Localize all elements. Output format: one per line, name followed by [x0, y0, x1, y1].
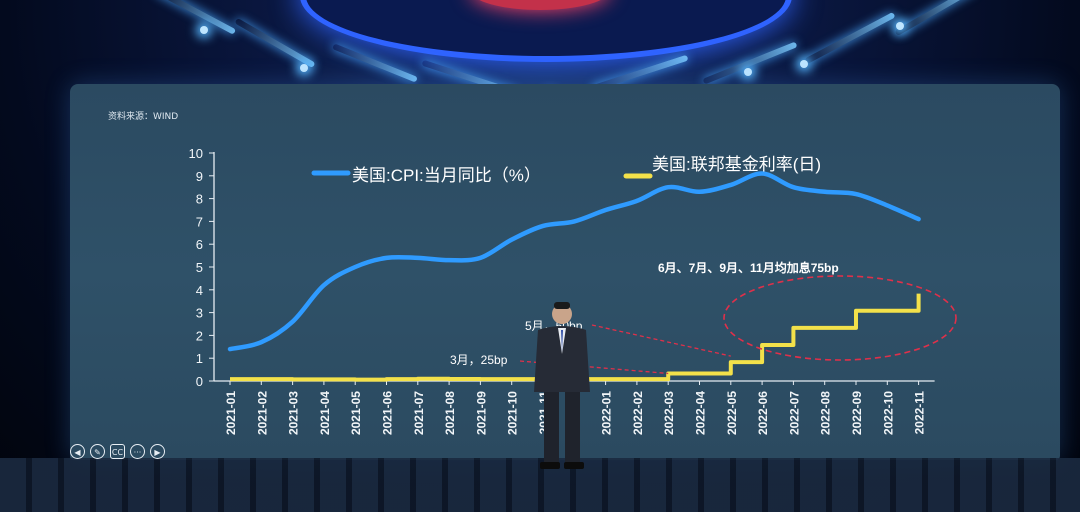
legend-label-cpi: 美国:CPI:当月同比（%） — [352, 166, 541, 185]
x-tick-label: 2022-08 — [819, 391, 833, 435]
source-note: 资料来源：WIND — [108, 112, 179, 122]
previous-slide-button[interactable]: ◀ — [70, 444, 85, 459]
pen-tool-button[interactable]: ✎ — [90, 444, 105, 459]
x-tick-label: 2021-04 — [318, 391, 332, 435]
x-tick-label: 2022-09 — [850, 391, 864, 435]
x-tick-label: 2022-06 — [756, 391, 770, 435]
x-tick-label: 2022-10 — [881, 391, 895, 435]
x-tick-label: 2022-01 — [600, 391, 614, 435]
x-tick-label: 2021-07 — [412, 391, 426, 435]
captions-button[interactable]: CC — [110, 444, 125, 459]
stage-light — [800, 60, 808, 68]
annotation-75bp: 6月、7月、9月、11月均加息75bp — [658, 260, 839, 275]
stage-light — [744, 68, 752, 76]
x-tick-label: 2022-03 — [662, 391, 676, 435]
y-tick-label: 7 — [196, 214, 203, 229]
x-tick-label: 2021-10 — [506, 391, 520, 435]
cpi-series-line — [227, 171, 921, 352]
annotation-may-leader — [591, 324, 731, 357]
x-tick-label: 2022-07 — [787, 391, 801, 435]
x-tick-label: 2021-02 — [255, 391, 269, 435]
stage-light — [300, 64, 308, 72]
y-tick-label: 9 — [196, 169, 203, 184]
stage-light — [200, 26, 208, 34]
stage-light — [896, 22, 904, 30]
y-tick-label: 5 — [196, 260, 203, 275]
y-tick-label: 3 — [196, 306, 203, 321]
x-tick-label: 2022-04 — [694, 391, 708, 435]
annotation-march: 3月，25bp — [450, 353, 508, 367]
y-tick-label: 10 — [189, 146, 203, 161]
x-tick-label: 2021-03 — [287, 391, 301, 435]
y-tick-label: 0 — [196, 374, 203, 389]
x-tick-label: 2021-01 — [224, 391, 238, 435]
next-slide-button[interactable]: ▶ — [150, 444, 165, 459]
y-tick-label: 6 — [196, 237, 203, 252]
x-tick-label: 2021-05 — [349, 391, 363, 435]
x-tick-label: 2022-02 — [631, 391, 645, 435]
presenter-figure — [534, 302, 590, 469]
x-tick-label: 2022-11 — [913, 391, 927, 435]
x-tick-label: 2021-09 — [474, 391, 488, 435]
annotation-75bp-highlight — [723, 275, 957, 361]
legend-label-fed-funds: 美国:联邦基金利率(日) — [652, 155, 821, 174]
x-tick-label: 2022-05 — [725, 391, 739, 435]
x-tick-label: 2021-06 — [381, 391, 395, 435]
y-tick-label: 2 — [196, 328, 203, 343]
more-options-button[interactable]: ··· — [130, 444, 145, 459]
y-tick-label: 4 — [196, 283, 203, 298]
y-tick-label: 8 — [196, 192, 203, 207]
y-tick-label: 1 — [196, 351, 203, 366]
stage-arch-core — [470, 0, 610, 10]
presentation-controls: ◀ ✎ CC ··· ▶ — [70, 444, 165, 459]
x-tick-label: 2021-08 — [443, 391, 457, 435]
